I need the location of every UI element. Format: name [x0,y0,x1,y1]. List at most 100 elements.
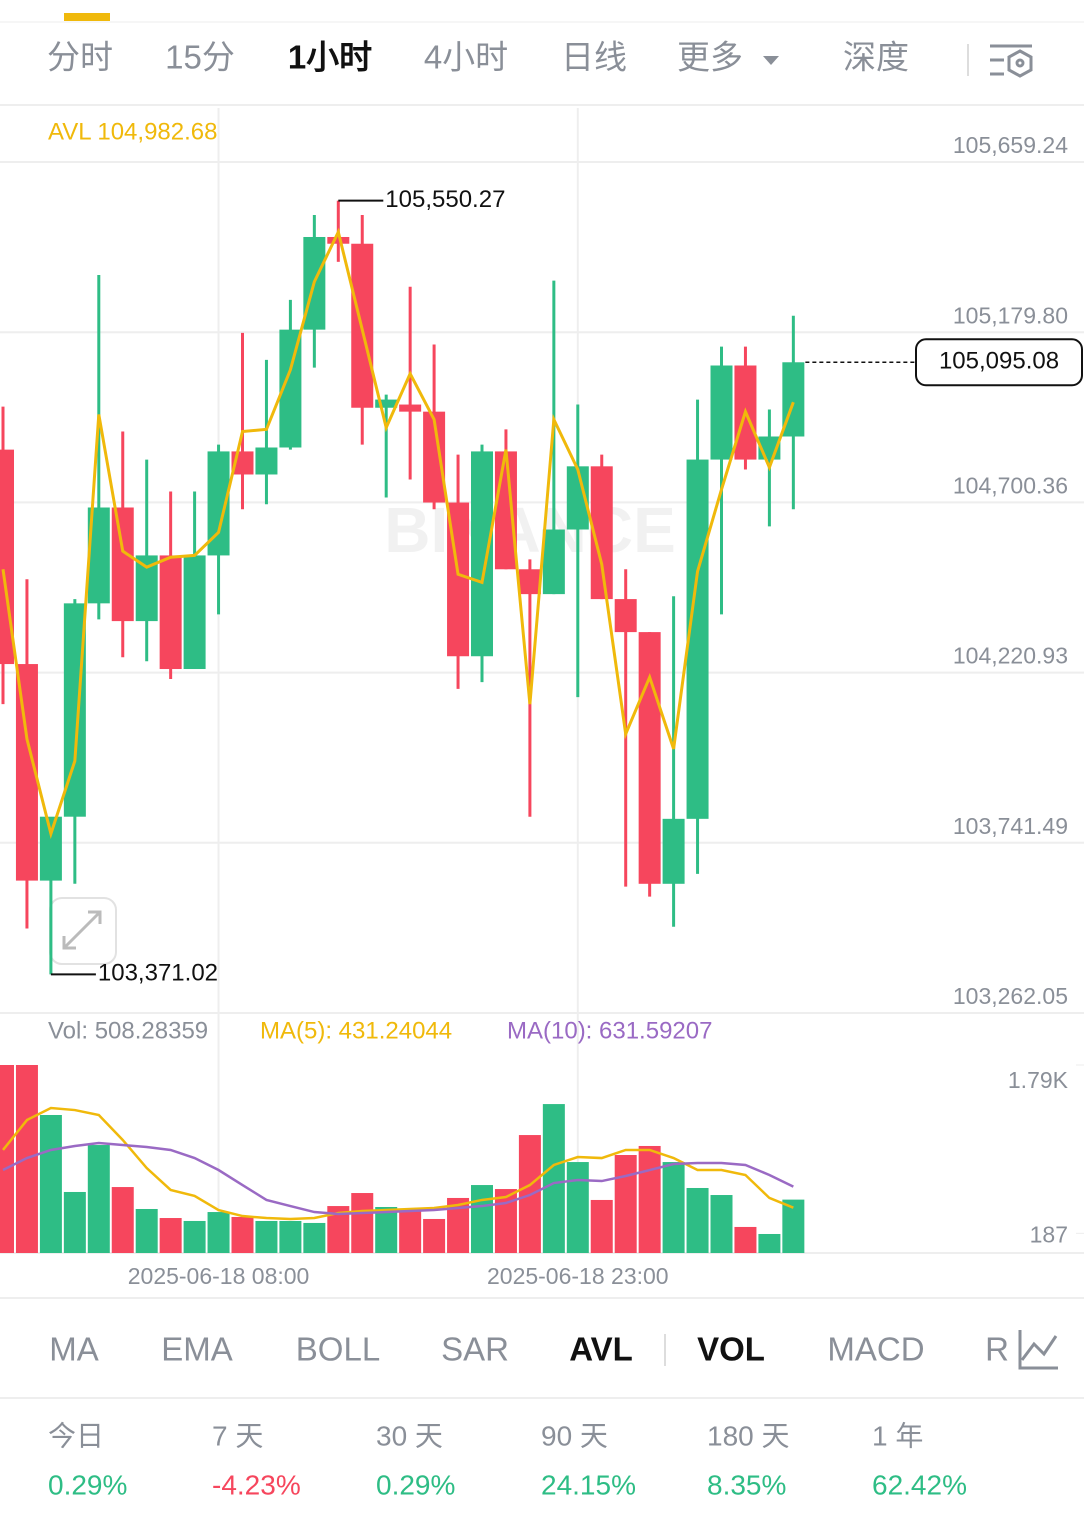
period-label: 30 天 [376,1420,443,1451]
indicator-tab[interactable]: R [985,1331,1009,1368]
volume-bar [638,1145,661,1253]
timeframe-tab[interactable]: 分时 [47,39,113,76]
period-change: -4.23% [212,1469,301,1500]
volume-bar [686,1187,709,1253]
period-label: 7 天 [212,1420,263,1451]
dropdown-arrow[interactable] [763,56,779,65]
low-label: 103,371.02 [98,960,218,987]
indicator-tab[interactable]: MA [49,1331,99,1368]
timeframe-tab[interactable]: 更多 [677,39,743,76]
volume-bar [255,1220,278,1253]
volume-bar [279,1220,302,1253]
indicator-tab[interactable]: SAR [441,1331,509,1368]
timeframe-tab[interactable]: 深度 [843,39,909,76]
volume-bar [303,1222,326,1253]
period-change: 0.29% [376,1469,455,1500]
last-price-label: 105,095.08 [939,348,1059,375]
period-change: 62.42% [872,1469,967,1500]
timeframe-tab[interactable]: 15分 [165,39,235,76]
volume-bar [207,1212,230,1253]
period-change: 0.29% [48,1469,127,1500]
period-change: 8.35% [707,1469,786,1500]
timeframe-tab[interactable]: 日线 [561,39,627,76]
volume-bar [63,1191,86,1253]
timeframe-tab[interactable]: 4小时 [424,39,508,76]
y-tick-label: 104,220.93 [953,643,1068,669]
expand-button[interactable] [49,897,117,965]
period-label: 1 年 [872,1420,923,1451]
indicator-tab[interactable]: EMA [161,1331,233,1368]
volume-bar [734,1226,757,1253]
period-label: 90 天 [541,1420,608,1451]
volume-bar [758,1233,781,1253]
candle-body [423,411,446,503]
volume-bar [135,1208,158,1253]
volume-bar [231,1216,254,1253]
candle-body [399,404,422,412]
candle-body [542,529,565,595]
volume-bar [183,1220,206,1253]
candle-body [279,329,302,448]
volume-ma-legend: MA(5): 431.24044 [260,1017,452,1044]
candle-body [327,236,350,244]
tab-indicator [64,13,110,21]
volume-bar [566,1162,589,1253]
candle-body [518,569,541,595]
volume-bar [0,1065,14,1253]
volume-bar [351,1193,374,1253]
candle-body [87,507,110,604]
volume-bar [782,1199,805,1253]
y-tick-label: 103,741.49 [953,813,1068,839]
candle-body [590,466,613,600]
candle-body [0,449,14,665]
settings-icon[interactable] [990,44,1033,78]
indicator-tab[interactable]: MACD [827,1331,924,1368]
candle-body [710,365,733,460]
candle-body [207,451,230,556]
last-price-box [915,338,1083,387]
volume-bar [542,1104,565,1253]
x-tick-label: 2025-06-18 23:00 [487,1263,669,1289]
volume-bar [423,1218,446,1253]
volume-bar [471,1185,493,1253]
volume-bar [662,1162,685,1253]
timeframe-tab[interactable]: 1小时 [288,39,372,76]
volume-ma-line [2,1106,794,1221]
indicator-tab[interactable]: AVL [569,1331,633,1368]
indicator-tab[interactable]: VOL [697,1331,765,1368]
volume-bar [399,1210,422,1253]
volume-bar [111,1187,134,1253]
y-tick-label: 103,262.05 [953,983,1068,1009]
candle-body [662,818,685,884]
volume-bar [494,1189,517,1253]
volume-bar [375,1206,398,1253]
volume-ma-line [2,1141,794,1216]
candle-body [494,451,517,570]
candle-body [63,603,86,817]
volume-bar [87,1145,110,1253]
candle-body [15,664,38,881]
volume-bar [327,1206,350,1253]
volume-legend: Vol: 508.28359 [48,1017,208,1044]
volume-bar [447,1197,470,1253]
y-tick-label: 105,179.80 [953,302,1068,328]
volume-bar [159,1218,182,1253]
candle-body [39,816,62,881]
volume-bar [39,1114,62,1253]
chart-type-icon[interactable] [1018,1330,1058,1370]
watermark: BINANCE [384,494,676,566]
avl-line [1,227,795,840]
volume-ma-legend: MA(10): 631.59207 [507,1017,712,1044]
candle-body [255,447,278,475]
y-tick-label: 104,700.36 [953,472,1068,498]
volume-bar [614,1155,637,1253]
volume-bar [710,1195,733,1253]
candle-body [471,451,493,657]
high-label: 105,550.27 [385,186,505,213]
y-tick-label: 105,659.24 [953,132,1068,158]
candle-body [183,555,206,670]
period-change: 24.15% [541,1469,636,1500]
indicator-tab[interactable]: BOLL [296,1331,380,1368]
